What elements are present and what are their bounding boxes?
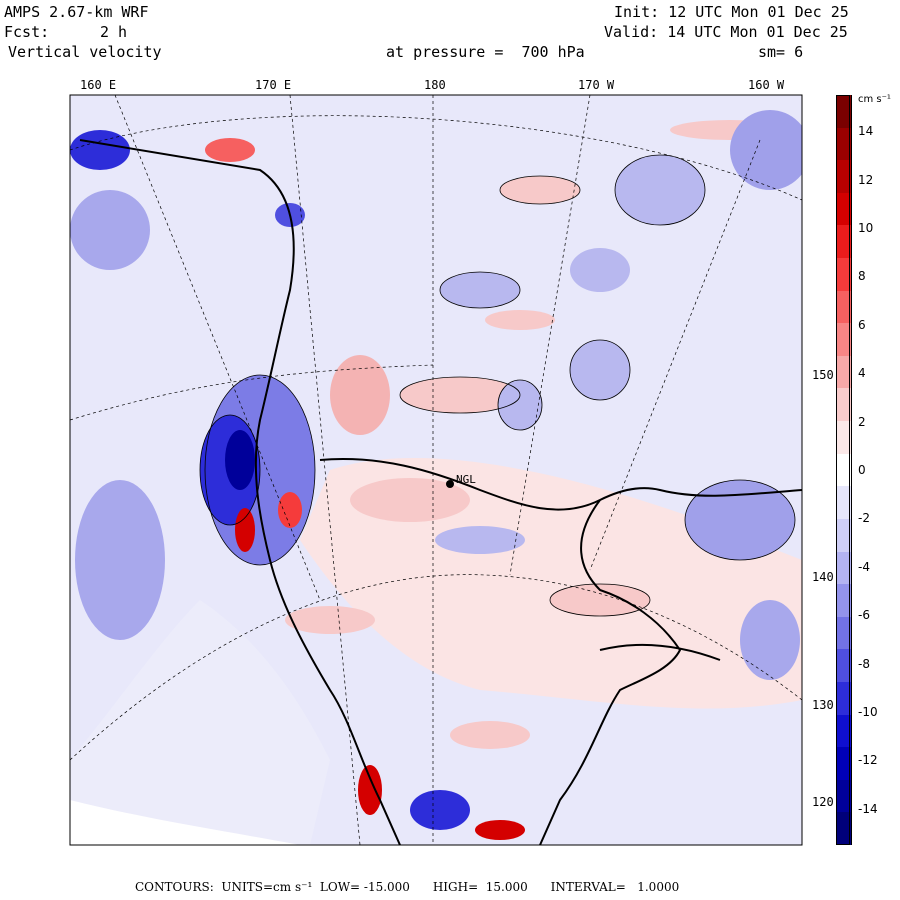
colorbar-tick-label: -6 (858, 608, 870, 623)
colorbar-tick-label: -12 (858, 753, 878, 768)
valid-time: Valid: 14 UTC Mon 01 Dec 25 (604, 23, 848, 41)
coastline (79, 139, 802, 845)
colorbar-tick-label: -14 (858, 801, 878, 816)
negative-velocity-region (225, 430, 255, 490)
init-time: Init: 12 UTC Mon 01 Dec 25 (614, 3, 849, 21)
field-name: Vertical velocity (8, 43, 162, 61)
positive-velocity-region (400, 377, 520, 413)
lon-label: 160 E (80, 78, 117, 92)
colorbar-tick-label: -2 (858, 511, 870, 526)
lon-label: 170 W (578, 78, 615, 92)
colorbar-units: cm s⁻¹ (858, 94, 891, 105)
graticule (70, 95, 802, 845)
model-title: AMPS 2.67-km WRF (4, 3, 149, 21)
colorbar-tick-label: 10 (858, 221, 874, 236)
positive-velocity-region (550, 584, 650, 616)
colorbar-tick-label: 0 (858, 463, 866, 477)
lon-label: 160 W (748, 78, 785, 92)
forecast-label: Fcst: (4, 23, 50, 41)
colorbar-tick-label: 8 (858, 269, 866, 284)
colorbar-tick-label: -10 (858, 704, 878, 719)
positive-velocity-region (358, 765, 382, 815)
colorbar-tick-label: 4 (858, 366, 866, 381)
colorbar-tick-label: 14 (858, 124, 874, 139)
negative-velocity-region (440, 272, 520, 308)
positive-velocity-region (330, 355, 390, 435)
masked-area (70, 800, 300, 845)
colorbar-tick-label: 2 (858, 414, 866, 429)
contour-info: CONTOURS: UNITS=cm s⁻¹ LOW= -15.000 HIGH… (135, 880, 680, 894)
negative-velocity-region (570, 340, 630, 400)
negative-velocity-region (75, 480, 165, 640)
station-marker (446, 480, 454, 488)
colorbar-tick-label: 6 (858, 317, 866, 332)
positive-velocity-region (70, 600, 330, 845)
colorbar-tick-label: -4 (858, 559, 870, 574)
negative-velocity-region (70, 130, 130, 170)
positive-velocity-region (278, 492, 302, 528)
positive-velocity-region (485, 310, 555, 330)
colorbar-tick-label: 12 (858, 172, 874, 187)
negative-velocity-region (410, 790, 470, 830)
lon-label: 170 E (255, 78, 292, 92)
smoothing: sm= 6 (758, 43, 804, 61)
negative-velocity-region (435, 526, 525, 554)
positive-velocity-region (450, 721, 530, 749)
contour-lines (199, 154, 796, 617)
negative-velocity-region (685, 480, 795, 560)
positive-velocity-region (500, 176, 580, 204)
negative-velocity-region (498, 380, 542, 430)
station-label: NGL (456, 473, 476, 486)
negative-velocity-region (740, 600, 800, 680)
positive-velocity-region (285, 606, 375, 634)
colorbar-tick-label: -8 (858, 656, 870, 671)
positive-velocity-region (205, 138, 255, 162)
positive-velocity-region (475, 820, 525, 840)
colorbar-frame (836, 95, 850, 845)
forecast-hours: 2 h (100, 23, 128, 41)
negative-velocity-region (570, 248, 630, 292)
map-frame (69, 94, 803, 846)
positive-velocity-region (235, 508, 255, 552)
negative-velocity-region (615, 155, 705, 225)
lon-label: 180 (424, 78, 446, 92)
pressure-level: at pressure = 700 hPa (386, 43, 585, 61)
negative-velocity-region (70, 190, 150, 270)
positive-velocity-region (350, 478, 470, 522)
negative-velocity-region (730, 110, 802, 190)
